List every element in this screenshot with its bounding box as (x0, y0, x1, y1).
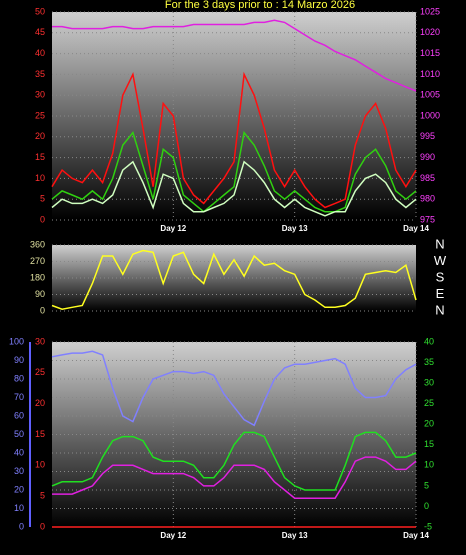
y-tick-label: 70 (14, 392, 24, 402)
x-tick-label: Day 13 (282, 224, 308, 233)
series-line (52, 456, 417, 499)
y-tick-label: 10 (35, 460, 45, 470)
y-tick-label: 30 (35, 90, 45, 100)
y-tick-label: 40 (424, 336, 434, 346)
y-tick-label: 20 (424, 419, 434, 429)
y-tick-label: 180 (30, 272, 45, 282)
y-tick-label: 60 (14, 410, 24, 420)
y-tick-label: 0 (40, 214, 45, 224)
y-tick-label: 20 (35, 398, 45, 408)
y-tick-label: 5 (424, 480, 429, 490)
y-tick-label: 975 (420, 214, 435, 224)
y-tick-label: -5 (424, 521, 432, 531)
y-tick-label: W (434, 253, 447, 268)
y-tick-label: 5 (40, 194, 45, 204)
y-tick-label: 980 (420, 194, 435, 204)
y-tick-label: 10 (424, 460, 434, 470)
y-tick-label: 0 (40, 305, 45, 315)
series-line (51, 130, 417, 213)
y-tick-label: 80 (14, 373, 24, 383)
series-line (51, 350, 417, 427)
y-tick-label: 985 (420, 173, 435, 183)
y-tick-label: 15 (35, 429, 45, 439)
y-tick-label: E (436, 286, 445, 301)
x-tick-label: Day 13 (282, 531, 308, 540)
y-tick-label: 990 (420, 152, 435, 162)
y-tick-label: 15 (424, 439, 434, 449)
y-tick-label: 90 (14, 355, 24, 365)
y-tick-label: 0 (19, 521, 24, 531)
y-tick-label: 10 (14, 503, 24, 513)
y-tick-label: 45 (35, 27, 45, 37)
y-tick-label: 25 (35, 110, 45, 120)
series-line (51, 71, 417, 209)
x-tick-label: Day 12 (160, 224, 186, 233)
y-tick-label: 30 (424, 377, 434, 387)
y-tick-label: 35 (424, 357, 434, 367)
y-tick-label: 40 (35, 48, 45, 58)
y-tick-label: 1005 (420, 90, 440, 100)
y-tick-label: 30 (14, 466, 24, 476)
y-tick-label: 0 (40, 521, 45, 531)
y-tick-label: N (435, 302, 444, 317)
y-tick-label: 995 (420, 131, 435, 141)
plot-area (52, 12, 416, 220)
y-tick-label: 25 (35, 367, 45, 377)
y-tick-label: 0 (424, 501, 429, 511)
y-tick-label: 35 (35, 69, 45, 79)
y-tick-label: 50 (35, 6, 45, 16)
chart-title: For the 3 days prior to : 14 Marzo 2026 (165, 0, 355, 11)
x-tick-label: Day 14 (403, 224, 429, 233)
y-tick-label: 1000 (420, 110, 440, 120)
series-line (51, 431, 417, 491)
y-tick-label: 25 (424, 398, 434, 408)
y-tick-label: 20 (35, 131, 45, 141)
y-tick-label: 1025 (420, 6, 440, 16)
y-tick-label: 20 (14, 484, 24, 494)
y-tick-label: 5 (40, 491, 45, 501)
y-tick-label: 1010 (420, 69, 440, 79)
x-tick-label: Day 14 (403, 531, 429, 540)
y-tick-label: 360 (30, 239, 45, 249)
y-tick-label: 270 (30, 256, 45, 266)
series-line (51, 249, 417, 310)
y-tick-label: 30 (35, 336, 45, 346)
y-tick-label: 1015 (420, 48, 440, 58)
y-tick-label: 15 (35, 152, 45, 162)
y-tick-label: 40 (14, 447, 24, 457)
y-tick-label: 100 (9, 336, 24, 346)
y-tick-label: 1020 (420, 27, 440, 37)
x-tick-label: Day 12 (160, 531, 186, 540)
y-tick-label: 90 (35, 289, 45, 299)
y-tick-label: 10 (35, 173, 45, 183)
series-line (52, 19, 417, 92)
series-line (51, 160, 417, 217)
y-tick-label: 50 (14, 429, 24, 439)
y-tick-label: N (435, 236, 444, 251)
plot-area (52, 245, 416, 311)
y-tick-label: S (436, 269, 445, 284)
